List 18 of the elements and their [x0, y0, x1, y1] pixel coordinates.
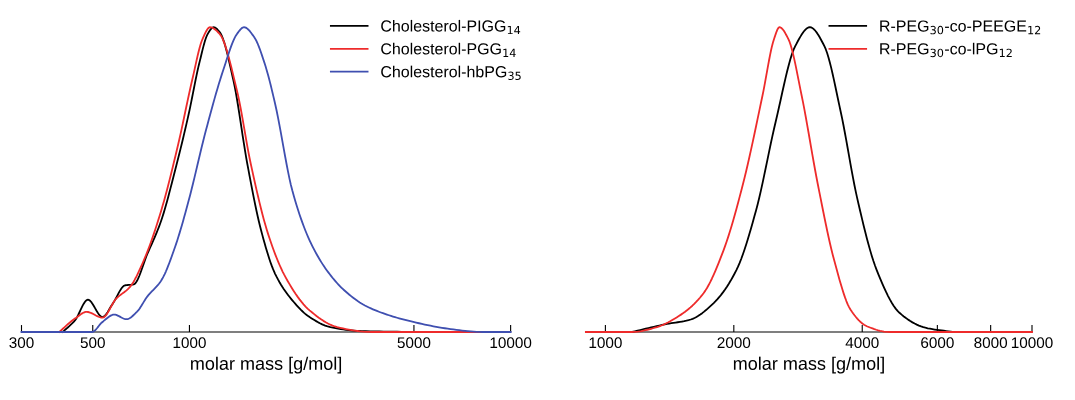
x-tick-label: 8000 — [974, 337, 1008, 349]
x-tick-label: 1000 — [589, 337, 622, 349]
x-tick-label: 6000 — [921, 337, 954, 349]
x-tick-label: 5000 — [397, 337, 431, 349]
legend-label: R-PEG$_{30}$-co-lPG$_{12}$ — [880, 42, 1012, 58]
legend-label: Cholesterol-PGG$_{14}$ — [381, 42, 516, 57]
x-tick-label: 2000 — [717, 337, 751, 349]
x-axis-title: molar mass [g/mol] — [733, 356, 884, 374]
x-tick-label: 300 — [9, 337, 34, 349]
x-tick-label: 1000 — [173, 337, 206, 349]
x-tick-label: 4000 — [845, 337, 879, 349]
x-tick-label: 500 — [80, 337, 105, 349]
x-tick-label: 10000 — [1011, 337, 1053, 349]
legend-label: Cholesterol-hbPG$_{35}$ — [381, 65, 521, 81]
legend-label: R-PEG$_{30}$-co-PEEGE$_{12}$ — [880, 20, 1041, 35]
x-tick-label: 10000 — [490, 337, 532, 349]
legend-label: Cholesterol-PIGG$_{14}$ — [381, 19, 521, 35]
x-axis-title: molar mass [g/mol] — [191, 356, 342, 374]
